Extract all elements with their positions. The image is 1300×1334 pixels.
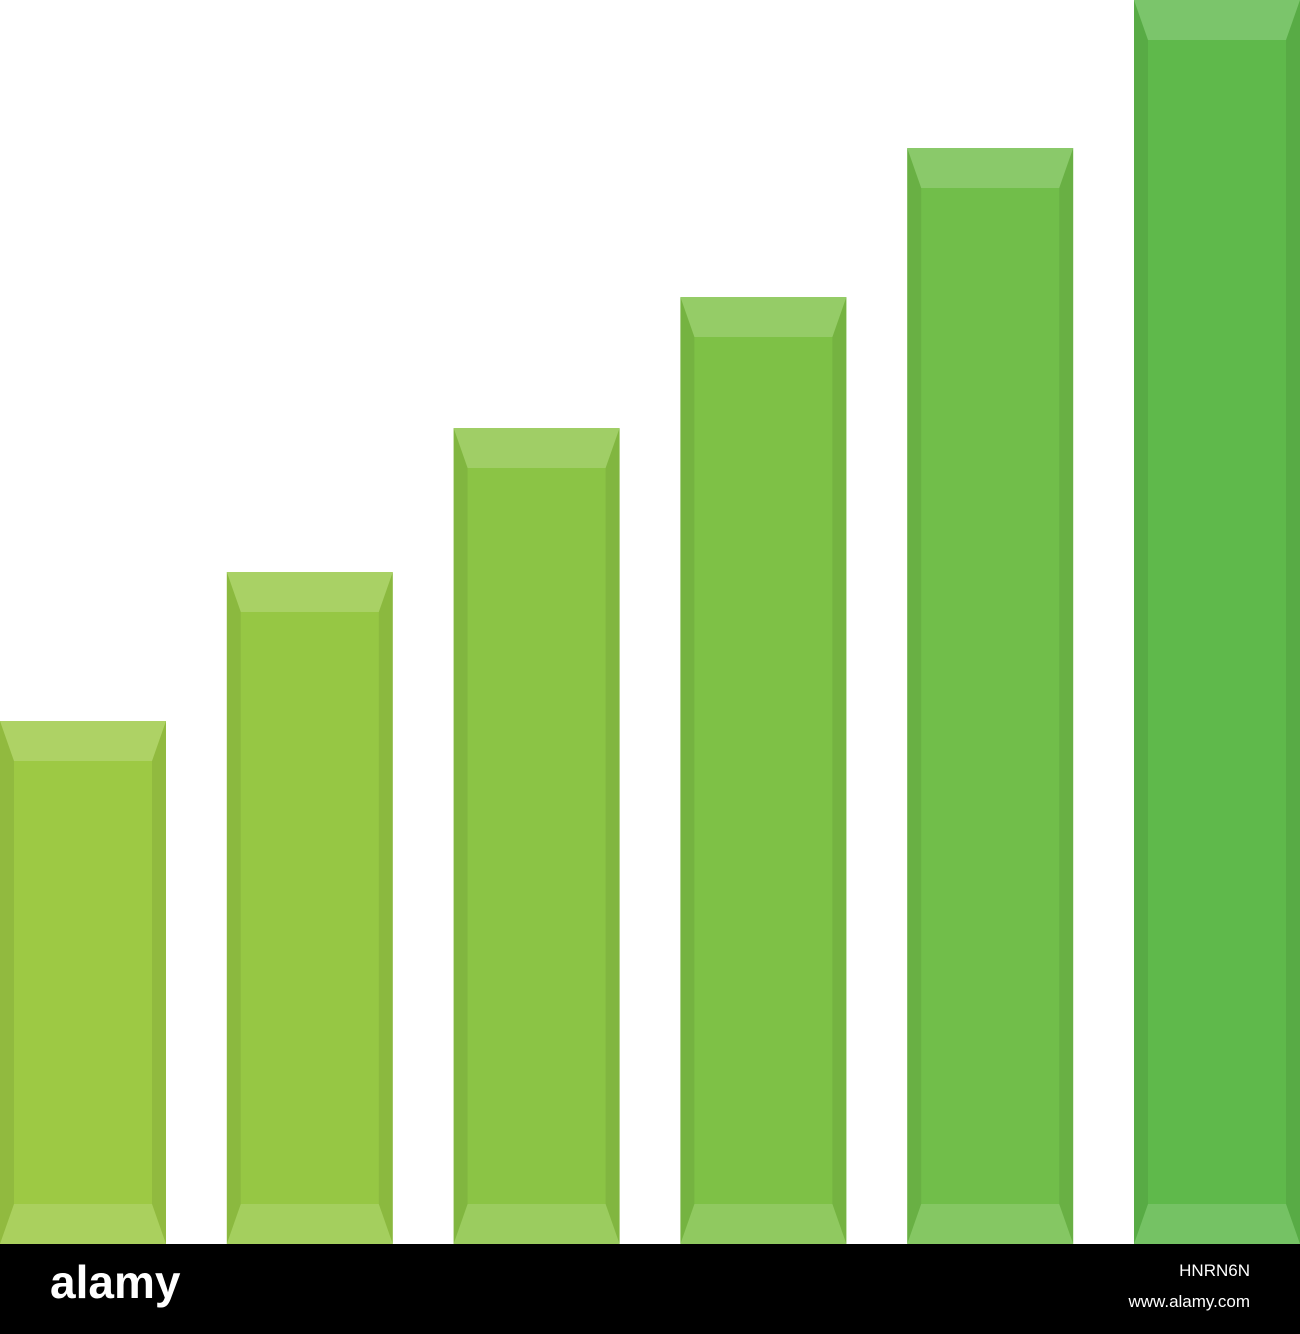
bar-bevel-right [152,721,166,1244]
bar-bevel-right [1286,0,1300,1244]
bar-bevel-right [378,572,393,1244]
bar-bevel-top [1134,0,1300,40]
bar [907,148,1074,1244]
bar-bevel-bottom [226,1204,393,1244]
footer-url: www.alamy.com [1127,1292,1250,1311]
bar-bevel-left [680,297,695,1244]
bar-bevel-bottom [0,1204,166,1244]
bar-bevel-bottom [680,1204,847,1244]
bar [453,428,620,1244]
bar-bevel-left [226,572,241,1244]
footer-bar [0,1244,1300,1334]
bar [0,721,166,1244]
background [0,0,1300,1244]
bar-bevel-left [1134,0,1148,1244]
footer-image-id: HNRN6N [1179,1261,1250,1280]
bar-bevel-right [605,428,620,1244]
footer-logo: alamy [50,1256,181,1308]
bar [1134,0,1300,1244]
bar-bevel-left [907,148,922,1244]
bar [226,572,393,1244]
bar-bevel-top [453,428,620,468]
bar-bevel-left [0,721,14,1244]
bar [680,297,847,1244]
bar-bevel-bottom [907,1204,1074,1244]
bar-bevel-top [226,572,393,612]
bar-bevel-right [1059,148,1074,1244]
bar-bevel-bottom [453,1204,620,1244]
bar-bevel-bottom [1134,1204,1300,1244]
bar-bevel-top [0,721,166,761]
bar-bevel-left [453,428,468,1244]
bar-bevel-top [680,297,847,337]
bar-bevel-top [907,148,1074,188]
bar-bevel-right [832,297,847,1244]
